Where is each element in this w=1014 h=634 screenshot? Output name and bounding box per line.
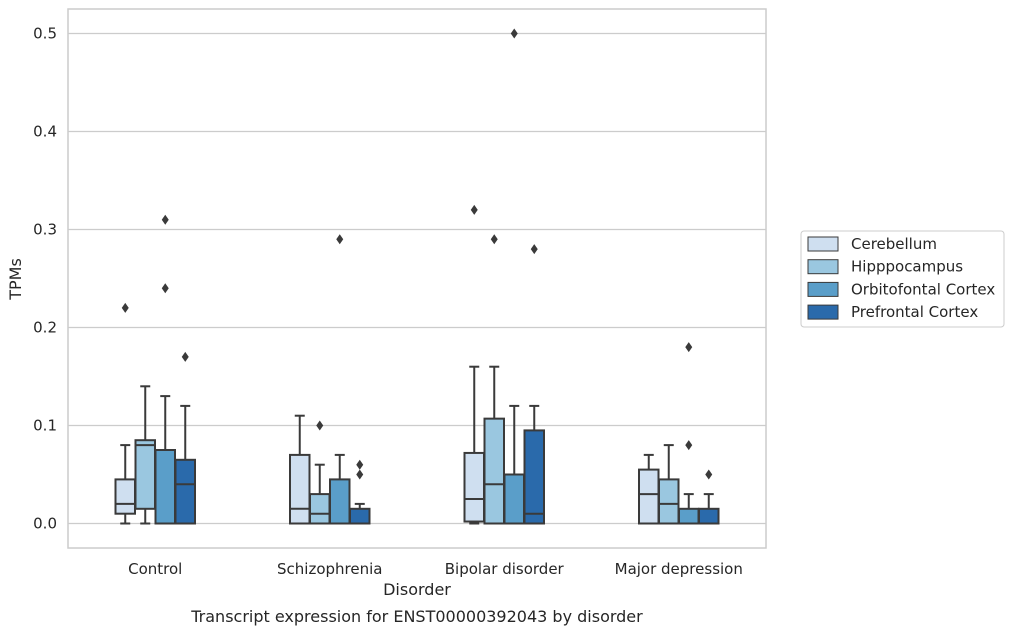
- outlier-point: [490, 234, 498, 245]
- legend-entry-label: Cerebellum: [851, 235, 937, 253]
- box-body: [309, 493, 331, 525]
- box: [463, 204, 485, 525]
- box: [349, 459, 371, 525]
- box: [289, 414, 311, 525]
- box-body: [154, 449, 176, 525]
- x-tick-label: Schizophrenia: [277, 560, 382, 578]
- y-tick-labels: 0.0 0.1 0.2 0.3 0.4 0.5: [33, 25, 57, 533]
- box-body: [523, 429, 545, 525]
- outlier-point: [181, 351, 189, 362]
- figure-caption: Transcript expression for ENST0000039204…: [190, 607, 643, 626]
- outlier-point: [685, 440, 693, 451]
- box-body: [289, 453, 311, 525]
- box-body: [134, 439, 156, 510]
- legend-entry-label: Hipppocampus: [851, 258, 963, 276]
- box-body: [503, 473, 525, 525]
- box: [329, 234, 351, 525]
- legend-frame: [800, 230, 1005, 328]
- box: [503, 28, 525, 525]
- y-tick-label: 0.4: [33, 123, 57, 141]
- box-body: [638, 468, 660, 525]
- box-groups: [114, 28, 720, 525]
- x-tick-label: Bipolar disorder: [445, 560, 565, 578]
- y-tick-label: 0.1: [33, 417, 57, 435]
- outlier-point: [685, 342, 693, 353]
- outlier-point: [356, 469, 364, 480]
- box: [174, 351, 196, 525]
- y-tick-label: 0.2: [33, 319, 57, 337]
- x-axis-label: Disorder: [383, 580, 451, 599]
- box-body: [678, 507, 700, 525]
- box-body: [349, 507, 371, 525]
- box: [523, 244, 545, 525]
- box-body: [114, 478, 136, 515]
- y-axis-label: TPMs: [6, 258, 25, 301]
- outlier-point: [161, 283, 169, 294]
- legend-entry-label: Orbitofontal Cortex: [851, 280, 995, 298]
- x-tick-label: Major depression: [615, 560, 743, 578]
- outlier-point: [121, 302, 129, 313]
- outlier-point: [161, 214, 169, 225]
- box: [658, 444, 680, 525]
- box-body: [483, 417, 505, 525]
- box: [678, 342, 700, 525]
- legend: Cerebellum Hipppocampus Orbitofontal Corte…: [800, 230, 1005, 328]
- legend-swatch: [807, 281, 839, 297]
- outlier-point: [356, 459, 364, 470]
- outlier-point: [705, 469, 713, 480]
- outlier-point: [510, 28, 518, 39]
- outlier-point: [316, 420, 324, 431]
- box: [698, 469, 720, 525]
- box: [309, 420, 331, 525]
- x-tick-label: Control: [128, 560, 182, 578]
- box: [483, 234, 505, 525]
- x-tick-labels: Control Schizophrenia Bipolar disorder Majo…: [128, 560, 743, 578]
- box-body: [658, 478, 680, 525]
- box-body: [174, 458, 196, 525]
- legend-entry-label: Prefrontal Cortex: [851, 303, 978, 321]
- y-tick-label: 0.5: [33, 25, 57, 43]
- outlier-point: [470, 204, 478, 215]
- outlier-point: [336, 234, 344, 245]
- legend-swatch: [807, 304, 839, 320]
- legend-swatch: [807, 236, 839, 252]
- legend-swatch: [807, 259, 839, 275]
- box-body: [329, 478, 351, 525]
- box-body: [698, 507, 720, 525]
- box: [154, 214, 176, 525]
- y-tick-label: 0.3: [33, 221, 57, 239]
- outlier-point: [530, 244, 538, 255]
- y-tick-label: 0.0: [33, 515, 57, 533]
- box-body: [463, 451, 485, 523]
